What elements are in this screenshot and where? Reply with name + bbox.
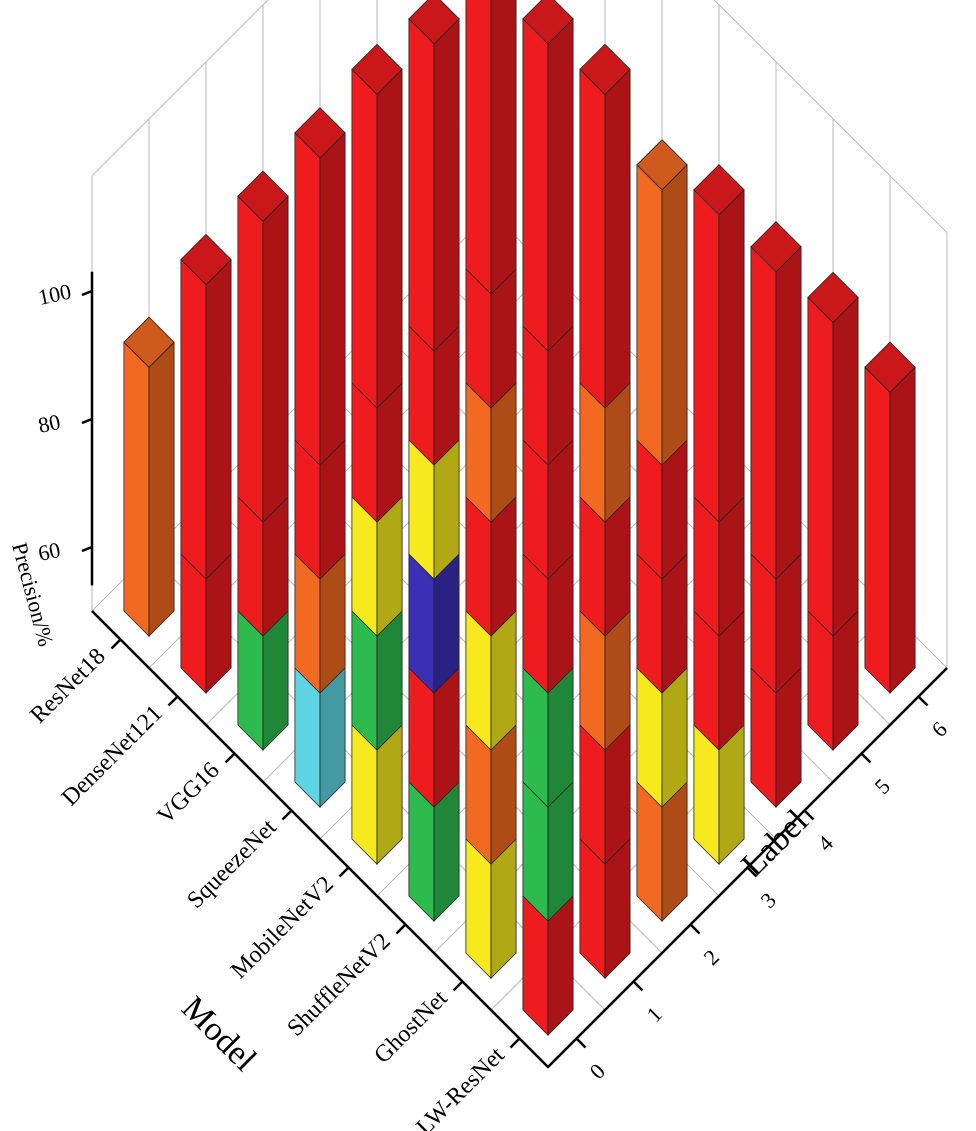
axes <box>81 271 948 1069</box>
bar-face <box>604 68 631 410</box>
bar-face <box>319 131 346 467</box>
bar-face <box>408 17 435 353</box>
model-tick-label: ResNet18 <box>25 643 110 728</box>
model-tick-label: DenseNet121 <box>57 700 168 811</box>
model-tick-label: MobileNetV2 <box>226 871 339 984</box>
label-tick-label: 6 <box>926 716 951 741</box>
bar-SqueezeNet-label-6 <box>636 139 688 467</box>
bar-face <box>864 366 891 695</box>
bars <box>123 0 916 1037</box>
bar-face <box>718 188 745 524</box>
label-tick <box>575 1037 587 1049</box>
bar-face <box>351 68 378 410</box>
model-tick <box>167 695 179 707</box>
bar-face <box>579 68 606 410</box>
bar-MobileNetV2-label-6 <box>693 164 745 524</box>
bar-ResNet18-label-2 <box>237 170 289 524</box>
bar-top <box>864 341 916 393</box>
label-tick <box>632 980 644 992</box>
bar-ResNet18-label-3 <box>294 107 346 467</box>
label-tick-label: 4 <box>812 830 837 855</box>
bar-face <box>807 296 834 638</box>
bar-face <box>661 163 688 467</box>
bar-top <box>351 43 403 96</box>
bar-ResNet18-label-4 <box>351 43 403 410</box>
bar-ResNet18-label-1 <box>180 233 232 581</box>
label-axis-title: Label <box>734 803 815 884</box>
model-tick <box>395 923 407 935</box>
bar-VGG16-label-6 <box>579 43 631 410</box>
bar-face <box>180 258 207 581</box>
bar-top <box>123 316 175 368</box>
label-tick-label: 0 <box>584 1058 609 1083</box>
bar-face <box>547 17 574 353</box>
z-tick <box>81 289 93 297</box>
bar-top <box>237 170 289 222</box>
z-tick-label: 100 <box>36 279 73 310</box>
bar-ResNet18-label-0 <box>123 316 175 638</box>
bar-top <box>522 0 574 45</box>
model-tick <box>110 638 122 650</box>
model-tick-label: SqueezeNet <box>182 814 282 914</box>
label-tick <box>689 923 701 935</box>
grid-top-edge <box>91 0 948 234</box>
bar-face <box>832 296 859 638</box>
bar-face <box>750 245 777 581</box>
bar-ShuffleNetV2-label-6 <box>750 221 802 581</box>
label-tick-label: 3 <box>755 887 780 912</box>
bar-top <box>750 221 802 273</box>
bar-face <box>693 188 720 524</box>
bar-face <box>148 341 175 638</box>
bar-face <box>123 341 150 638</box>
model-tick <box>338 866 350 878</box>
bar-top <box>693 164 745 216</box>
model-tick <box>509 1037 521 1049</box>
bar-face <box>376 68 403 410</box>
bar-top <box>807 271 859 324</box>
bar-face <box>433 17 460 353</box>
bar-ResNet18-label-5 <box>408 0 460 353</box>
bar-face <box>465 0 492 296</box>
model-tick <box>281 809 293 821</box>
bar-top <box>408 0 460 45</box>
z-tick <box>81 417 93 425</box>
bar-DenseNet121-label-6 <box>522 0 574 353</box>
bar-face <box>237 195 264 524</box>
model-tick-label: GhostNet <box>369 985 453 1069</box>
label-tick-label: 2 <box>698 944 723 969</box>
label-tick <box>803 809 815 821</box>
bar-face <box>294 131 321 467</box>
model-axis-title: Model <box>174 989 263 1078</box>
label-tick <box>860 752 872 764</box>
model-tick <box>452 980 464 992</box>
label-tick <box>746 866 758 878</box>
model-tick <box>224 752 236 764</box>
floor-axes <box>91 610 948 1069</box>
label-tick-label: 5 <box>869 773 894 798</box>
bar-top <box>294 107 346 159</box>
model-tick-label: LW-ResNet <box>412 1042 510 1131</box>
bar-LW-ResNet-label-6 <box>864 341 916 695</box>
bar-GhostNet-label-6 <box>807 271 859 638</box>
bar-face <box>889 366 916 695</box>
bar-face <box>205 258 232 581</box>
bar-top <box>579 43 631 96</box>
z-tick-label: 60 <box>36 537 63 566</box>
bar-face <box>636 163 663 467</box>
z-tick-label: 80 <box>36 409 63 438</box>
bar-face <box>775 245 802 581</box>
bar-top <box>636 139 688 191</box>
bar-face <box>490 0 517 296</box>
bar-face <box>522 17 549 353</box>
model-tick-label: VGG16 <box>153 757 225 829</box>
z-tick <box>81 545 93 553</box>
bar-top <box>180 233 232 286</box>
model-tick-label: ShuffleNetV2 <box>282 928 395 1041</box>
label-tick <box>917 695 929 707</box>
bar-face <box>262 195 289 524</box>
label-tick-label: 1 <box>641 1001 666 1026</box>
bar-ResNet18-label-6 <box>465 0 517 296</box>
